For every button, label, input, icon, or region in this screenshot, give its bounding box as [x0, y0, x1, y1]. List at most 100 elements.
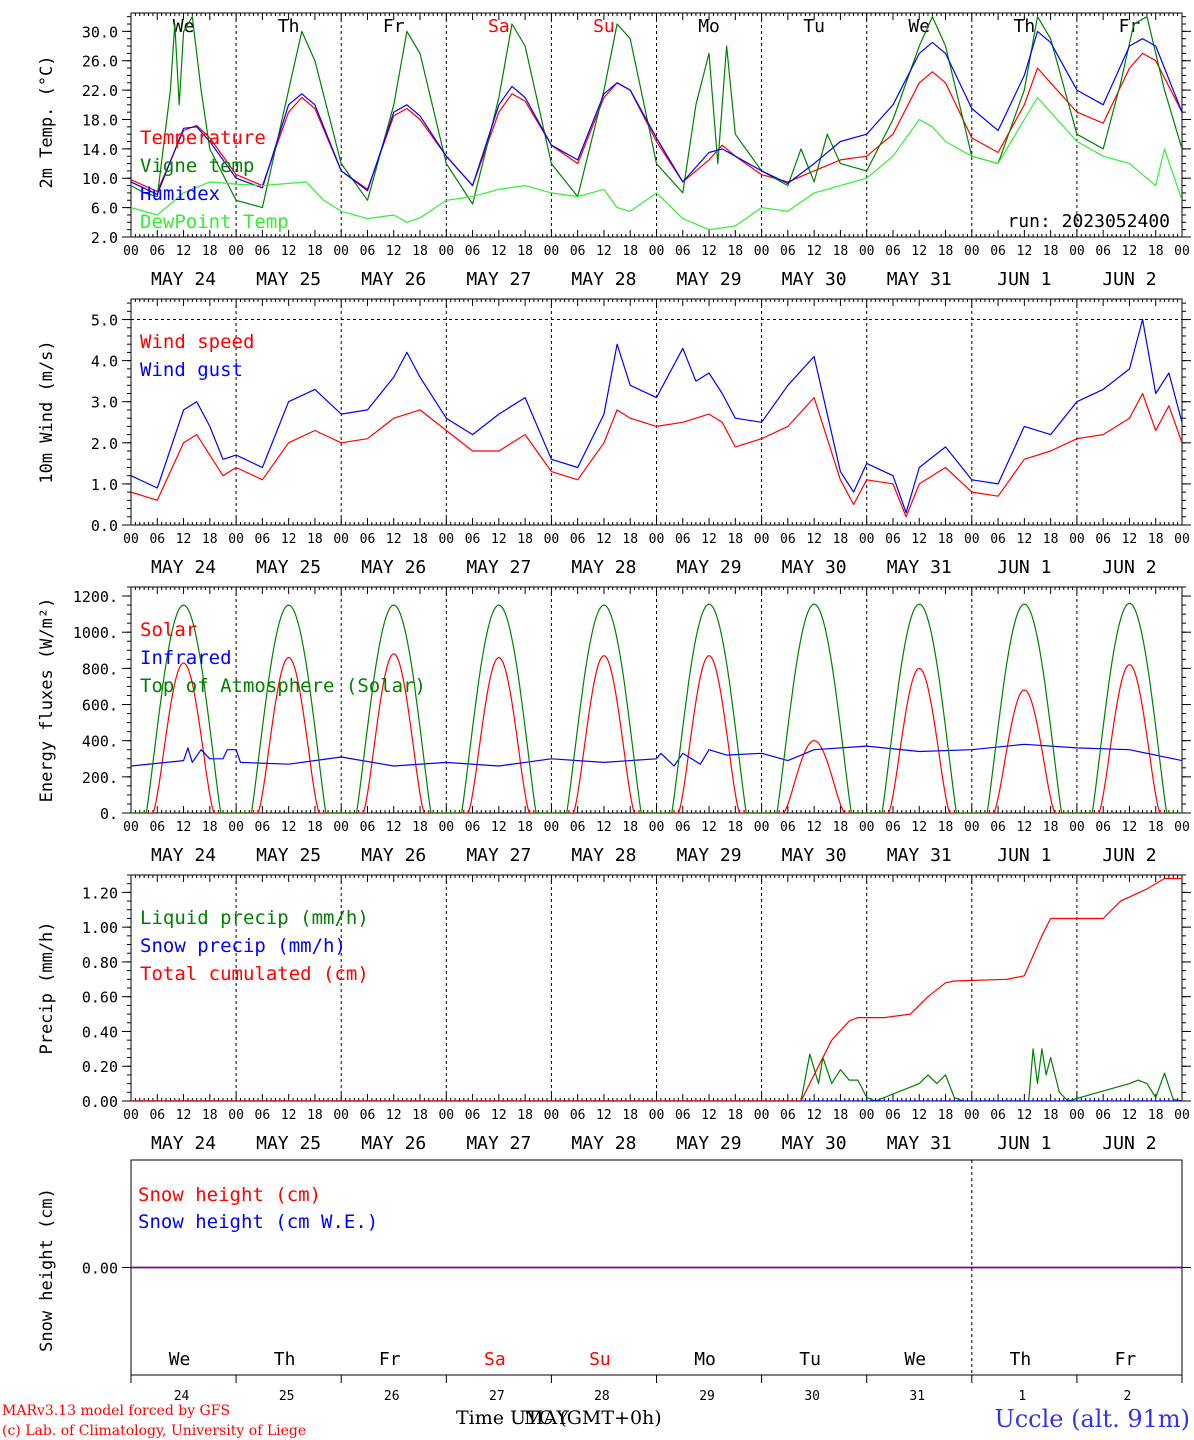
hour-label: 00 [754, 532, 770, 547]
hour-label: 06 [570, 532, 586, 547]
y-axis-title: Energy fluxes (W/m²) [37, 598, 57, 803]
hour-label: 18 [307, 820, 323, 835]
hour-label: 00 [859, 820, 875, 835]
run-label: run: 2023052400 [1007, 211, 1170, 232]
day-name-bottom: We [904, 1349, 926, 1370]
hour-label: 18 [202, 244, 218, 259]
hour-label: 00 [1174, 820, 1190, 835]
series-top-of-atmosphere-solar [131, 602, 1182, 813]
date-label: MAY 25 [256, 1133, 321, 1154]
hour-label: 00 [544, 244, 560, 259]
hour-label: 18 [1148, 1108, 1164, 1123]
date-label: MAY 29 [677, 269, 742, 290]
day-name-top: Tu [803, 16, 825, 37]
precip-legend: Liquid precip (mm/h) Snow precip (mm/h) … [140, 907, 369, 985]
panels: 2.06.010.014.018.022.026.030.02m Temp. (… [37, 12, 1191, 1404]
legend-liquid-precip: Liquid precip (mm/h) [140, 907, 369, 929]
date-label: MAY 28 [571, 845, 636, 866]
hour-label: 00 [333, 244, 349, 259]
hour-label: 18 [202, 1108, 218, 1123]
hour-label: 18 [622, 532, 638, 547]
footer-model: MARv3.13 model forced by GFS [2, 1403, 230, 1419]
hour-label: 06 [1095, 820, 1111, 835]
date-label: MAY 25 [256, 269, 321, 290]
hour-label: 00 [1069, 820, 1085, 835]
date-label: MAY 31 [887, 845, 952, 866]
hour-label: 18 [622, 244, 638, 259]
hour-label: 12 [176, 1108, 192, 1123]
hour-label: 06 [780, 532, 796, 547]
day-name-top: Sa [488, 16, 510, 37]
date-label: MAY 30 [782, 1133, 847, 1154]
hour-label: 06 [149, 820, 165, 835]
temperature-series [131, 16, 1182, 231]
series-humidex [131, 30, 1182, 195]
temperature-legend: Temperature Vigne temp Humidex DewPoint … [140, 127, 289, 233]
hour-label: 18 [1148, 244, 1164, 259]
date-label: MAY 24 [151, 845, 216, 866]
y-tick-label: 26.0 [82, 53, 118, 71]
hour-label: 18 [938, 532, 954, 547]
hour-label: 00 [649, 820, 665, 835]
hour-label: 18 [1148, 820, 1164, 835]
day-name-top: Fr [1119, 16, 1141, 37]
day-number: 30 [804, 1389, 820, 1404]
date-label: MAY 30 [782, 557, 847, 578]
hour-label: 06 [360, 1108, 376, 1123]
y-tick-label: 6.0 [91, 200, 118, 218]
hour-label: 06 [990, 820, 1006, 835]
date-label: MAY 27 [466, 845, 531, 866]
hour-label: 00 [1174, 1108, 1190, 1123]
hour-label: 12 [806, 820, 822, 835]
hour-label: 06 [255, 820, 271, 835]
hour-label: 12 [176, 244, 192, 259]
hour-label: 18 [202, 532, 218, 547]
date-label: MAY 31 [887, 269, 952, 290]
hour-label: 00 [438, 820, 454, 835]
plot-frame [130, 12, 1183, 238]
hour-label: 00 [333, 1108, 349, 1123]
day-name-top: We [908, 16, 930, 37]
legend-total-cumulated: Total cumulated (cm) [140, 963, 369, 985]
hour-label: 18 [727, 532, 743, 547]
hour-label: 12 [596, 244, 612, 259]
date-label: MAY 27 [466, 557, 531, 578]
hour-label: 12 [1122, 244, 1138, 259]
hour-label: 18 [622, 820, 638, 835]
y-tick-label: 1.00 [82, 919, 118, 937]
hour-label: 06 [465, 1108, 481, 1123]
y-tick-label: 30.0 [82, 23, 118, 41]
wind-legend: Wind speed Wind gust [140, 331, 254, 381]
date-label: JUN 1 [997, 557, 1051, 578]
station-label: Uccle (alt. 91m) [994, 1405, 1190, 1433]
date-label: MAY 24 [151, 557, 216, 578]
day-name-bottom: Tu [799, 1349, 821, 1370]
hour-label: 12 [491, 1108, 507, 1123]
series-vigne-temp [131, 16, 1182, 209]
hour-label: 00 [544, 820, 560, 835]
legend-toa-solar: Top of Atmosphere (Solar) [140, 675, 426, 697]
hour-label: 18 [307, 532, 323, 547]
hour-label: 06 [255, 244, 271, 259]
y-tick-label: 0.40 [82, 1023, 118, 1041]
hour-label: 00 [228, 244, 244, 259]
hour-label: 06 [1095, 532, 1111, 547]
y-tick-label: 0.60 [82, 989, 118, 1007]
hour-label: 12 [386, 820, 402, 835]
hour-label: 18 [833, 532, 849, 547]
day-name-bottom: We [169, 1349, 191, 1370]
hour-label: 18 [727, 244, 743, 259]
day-name-bottom: Fr [1115, 1349, 1137, 1370]
hour-label: 00 [1069, 244, 1085, 259]
hour-label: 18 [622, 1108, 638, 1123]
date-label: MAY 25 [256, 845, 321, 866]
date-label: MAY 28 [571, 1133, 636, 1154]
hour-label: 18 [727, 820, 743, 835]
hour-label: 06 [885, 1108, 901, 1123]
hour-label: 12 [701, 1108, 717, 1123]
hour-label: 12 [806, 244, 822, 259]
hour-label: 00 [123, 532, 139, 547]
y-tick-label: 4.0 [91, 353, 118, 371]
day-name-bottom: Su [589, 1349, 611, 1370]
hour-label: 12 [386, 1108, 402, 1123]
